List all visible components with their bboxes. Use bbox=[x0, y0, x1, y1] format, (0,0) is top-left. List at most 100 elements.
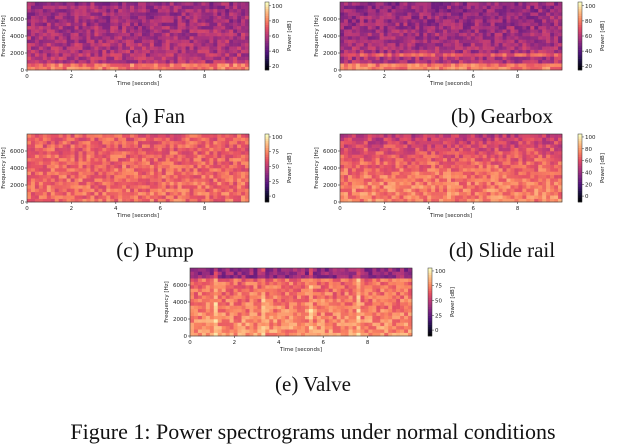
heatmap-cell bbox=[233, 178, 237, 182]
heatmap-cell bbox=[241, 188, 245, 192]
heatmap-cell bbox=[154, 144, 158, 148]
heatmap-cell bbox=[47, 5, 51, 9]
heatmap-cell bbox=[356, 151, 360, 155]
heatmap-cell bbox=[102, 188, 106, 192]
heatmap-cell bbox=[233, 154, 237, 158]
heatmap-cell bbox=[83, 12, 87, 16]
heatmap-cell bbox=[194, 29, 198, 33]
heatmap-cell bbox=[47, 36, 51, 40]
heatmap-cell bbox=[423, 53, 427, 57]
heatmap-cell bbox=[63, 63, 67, 67]
heatmap-cell bbox=[538, 26, 542, 30]
heatmap-cell bbox=[530, 50, 534, 54]
heatmap-cell bbox=[427, 2, 431, 6]
heatmap-cell bbox=[431, 171, 435, 175]
heatmap-cell bbox=[451, 154, 455, 158]
heatmap-cell bbox=[174, 36, 178, 40]
heatmap-cell bbox=[380, 148, 384, 152]
heatmap-cell bbox=[237, 137, 241, 141]
heatmap-cell bbox=[194, 326, 198, 330]
colorbar-cell bbox=[578, 4, 582, 7]
heatmap-cell bbox=[31, 175, 35, 179]
heatmap-cell bbox=[59, 26, 63, 30]
heatmap-cell bbox=[403, 2, 407, 6]
heatmap-cell bbox=[122, 60, 126, 64]
heatmap-cell bbox=[126, 148, 130, 152]
heatmap-cell bbox=[542, 53, 546, 57]
heatmap-cell bbox=[90, 29, 94, 33]
heatmap-cell bbox=[170, 2, 174, 6]
heatmap-cell bbox=[217, 16, 221, 20]
heatmap-cell bbox=[174, 53, 178, 57]
heatmap-cell bbox=[471, 141, 475, 145]
heatmap-cell bbox=[154, 161, 158, 165]
heatmap-cell bbox=[55, 188, 59, 192]
heatmap-cell bbox=[447, 39, 451, 43]
heatmap-cell bbox=[190, 154, 194, 158]
heatmap-cell bbox=[558, 168, 562, 172]
heatmap-cell bbox=[39, 33, 43, 37]
heatmap-cell bbox=[217, 33, 221, 37]
heatmap-cell bbox=[455, 46, 459, 50]
heatmap-cell bbox=[479, 16, 483, 20]
heatmap-cell bbox=[201, 192, 205, 196]
heatmap-cell bbox=[372, 29, 376, 33]
heatmap-cell bbox=[340, 151, 344, 155]
heatmap-cell bbox=[546, 171, 550, 175]
heatmap-cell bbox=[106, 144, 110, 148]
heatmap-cell bbox=[39, 144, 43, 148]
heatmap-cell bbox=[170, 165, 174, 169]
heatmap-cell bbox=[364, 137, 368, 141]
heatmap-cell bbox=[170, 5, 174, 9]
heatmap-cell bbox=[241, 192, 245, 196]
colorbar-cell bbox=[578, 197, 582, 200]
heatmap-cell bbox=[364, 144, 368, 148]
heatmap-cell bbox=[463, 16, 467, 20]
heatmap-cell bbox=[166, 12, 170, 16]
heatmap-cell bbox=[419, 168, 423, 172]
heatmap-cell bbox=[126, 185, 130, 189]
heatmap-cell bbox=[514, 141, 518, 145]
heatmap-cell bbox=[538, 63, 542, 67]
heatmap-cell bbox=[186, 188, 190, 192]
heatmap-cell bbox=[399, 12, 403, 16]
heatmap-cell bbox=[230, 316, 234, 320]
heatmap-cell bbox=[47, 33, 51, 37]
heatmap-cell bbox=[431, 195, 435, 199]
heatmap-cell bbox=[475, 171, 479, 175]
heatmap-cell bbox=[340, 22, 344, 26]
heatmap-cell bbox=[182, 192, 186, 196]
heatmap-cell bbox=[399, 9, 403, 13]
heatmap-cell bbox=[538, 36, 542, 40]
heatmap-cell bbox=[431, 63, 435, 67]
heatmap-cell bbox=[102, 148, 106, 152]
heatmap-cell bbox=[455, 36, 459, 40]
heatmap-cell bbox=[463, 171, 467, 175]
heatmap-cell bbox=[214, 299, 218, 303]
heatmap-cell bbox=[356, 63, 360, 67]
heatmap-cell bbox=[217, 182, 221, 186]
heatmap-cell bbox=[455, 2, 459, 6]
colorbar-tick-label: 25 bbox=[272, 179, 279, 185]
heatmap-cell bbox=[495, 168, 499, 172]
heatmap-cell bbox=[455, 33, 459, 37]
heatmap-cell bbox=[230, 305, 234, 309]
heatmap-cell bbox=[178, 43, 182, 47]
heatmap-cell bbox=[542, 63, 546, 67]
heatmap-cell bbox=[538, 9, 542, 13]
heatmap-cell bbox=[403, 144, 407, 148]
heatmap-cell bbox=[550, 39, 554, 43]
heatmap-cell bbox=[110, 29, 114, 33]
heatmap-cell bbox=[463, 29, 467, 33]
heatmap-cell bbox=[399, 2, 403, 6]
heatmap-cell bbox=[221, 36, 225, 40]
heatmap-cell bbox=[518, 192, 522, 196]
heatmap-cell bbox=[411, 9, 415, 13]
heatmap-cell bbox=[75, 36, 79, 40]
heatmap-cell bbox=[459, 36, 463, 40]
heatmap-cell bbox=[507, 9, 511, 13]
heatmap-cell bbox=[233, 29, 237, 33]
heatmap-cell bbox=[205, 134, 209, 138]
heatmap-cell bbox=[546, 151, 550, 155]
heatmap-cell bbox=[364, 22, 368, 26]
